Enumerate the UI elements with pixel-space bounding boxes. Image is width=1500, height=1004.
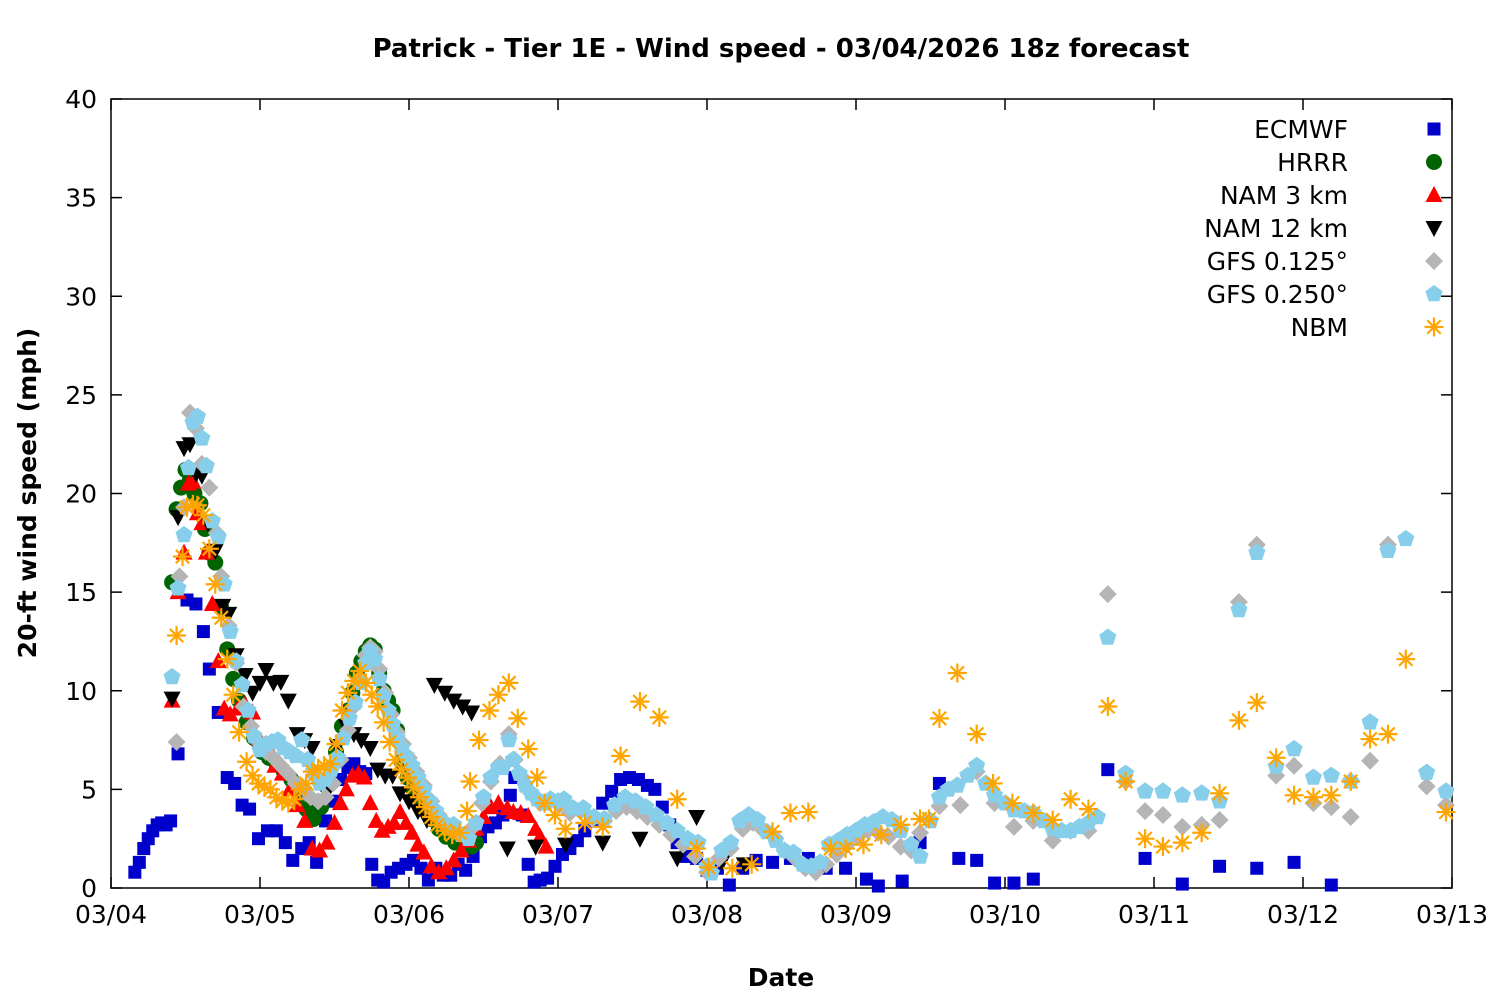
legend-item-gfs-0-125-: GFS 0.125° bbox=[1207, 247, 1443, 276]
legend-item-nbm: NBM bbox=[1291, 313, 1444, 342]
legend-label: NAM 3 km bbox=[1220, 181, 1348, 210]
x-tick-label: 03/06 bbox=[373, 900, 445, 929]
x-tick-label: 03/07 bbox=[522, 900, 594, 929]
legend-item-gfs-0-250-: GFS 0.250° bbox=[1207, 280, 1443, 309]
y-tick-label: 20 bbox=[65, 480, 97, 509]
y-tick-label: 10 bbox=[65, 677, 97, 706]
y-tick-label: 5 bbox=[81, 775, 97, 804]
legend-label: GFS 0.125° bbox=[1207, 247, 1348, 276]
legend-label: NAM 12 km bbox=[1204, 214, 1348, 243]
y-axis-label: 20-ft wind speed (mph) bbox=[13, 328, 42, 659]
data-points bbox=[128, 403, 1456, 893]
y-tick-label: 35 bbox=[65, 184, 97, 213]
y-tick-label: 40 bbox=[65, 85, 97, 114]
x-tick-label: 03/09 bbox=[820, 900, 892, 929]
chart-title: Patrick - Tier 1E - Wind speed - 03/04/2… bbox=[373, 34, 1190, 64]
legend-item-hrrr: HRRR bbox=[1277, 148, 1442, 177]
axes: 0 5 10 15 20 25 30 35 40 03/04 03/05 03/06 03/07 03/0… bbox=[65, 85, 1488, 929]
x-tick-label: 03/08 bbox=[671, 900, 743, 929]
legend-marker-diamond-icon bbox=[1425, 252, 1443, 270]
legend-item-nam-3-km: NAM 3 km bbox=[1220, 181, 1443, 210]
legend-label: NBM bbox=[1291, 313, 1348, 342]
x-tick-label: 03/05 bbox=[224, 900, 296, 929]
legend-marker-asterisk-icon bbox=[1424, 317, 1444, 337]
legend-marker-pentagon-icon bbox=[1425, 285, 1443, 302]
legend-marker-triangle-up-icon bbox=[1425, 186, 1443, 202]
legend-item-ecmwf: ECMWF bbox=[1254, 115, 1441, 144]
x-tick-label: 03/11 bbox=[1118, 900, 1190, 929]
x-tick-label: 03/13 bbox=[1416, 900, 1488, 929]
legend: ECMWF HRRR NAM 3 km NAM 12 km GFS 0.125° GFS … bbox=[1204, 115, 1444, 342]
y-tick-label: 25 bbox=[65, 381, 97, 410]
series-nam-3-km bbox=[163, 472, 555, 880]
legend-label: ECMWF bbox=[1254, 115, 1348, 144]
legend-item-nam-12-km: NAM 12 km bbox=[1204, 214, 1443, 243]
legend-label: HRRR bbox=[1277, 148, 1348, 177]
series-nbm bbox=[167, 494, 1456, 878]
x-axis-label: Date bbox=[748, 963, 815, 992]
legend-marker-square-icon bbox=[1427, 122, 1441, 136]
legend-label: GFS 0.250° bbox=[1207, 280, 1348, 309]
y-tick-label: 0 bbox=[81, 874, 97, 903]
x-tick-label: 03/10 bbox=[969, 900, 1041, 929]
x-tick-label: 03/04 bbox=[75, 900, 147, 929]
y-tick-label: 15 bbox=[65, 578, 97, 607]
legend-marker-triangle-down-icon bbox=[1425, 221, 1443, 237]
x-tick-label: 03/12 bbox=[1267, 900, 1339, 929]
y-tick-label: 30 bbox=[65, 282, 97, 311]
legend-marker-circle-icon bbox=[1426, 154, 1442, 170]
